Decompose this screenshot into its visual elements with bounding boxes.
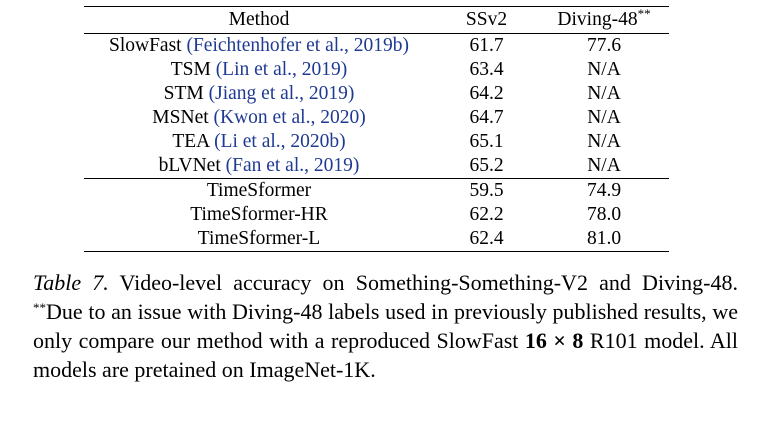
table-row: TimeSformer-L 62.4 81.0 [84,227,669,252]
diving-cell: N/A [587,83,621,104]
method-cell: MSNet (Kwon et al., 2020) [84,106,434,130]
ssv2-cell: 65.1 [469,131,504,152]
method-name: TEA [172,131,210,152]
diving-cell: 77.6 [586,35,622,56]
table-row: TimeSformer-HR 62.2 78.0 [84,203,669,227]
method-cell: TimeSformer-L [84,227,434,252]
table-row: TSM (Lin et al., 2019) 63.4 N/A [84,58,669,82]
diving-cell: 78.0 [586,204,622,225]
table-row: bLVNet (Fan et al., 2019) 65.2 N/A [84,154,669,179]
table-caption: Table 7. Video-level accuracy on Somethi… [33,268,738,384]
method-cell: TimeSformer [206,180,312,201]
method-cell: bLVNet (Fan et al., 2019) [84,154,434,179]
method-name: MSNet [152,107,209,128]
table-row: MSNet (Kwon et al., 2020) 64.7 N/A [84,106,669,130]
method-cell: SlowFast (Feichtenhofer et al., 2019b) [84,34,434,59]
caption-label: Table 7. [33,270,109,295]
header-diving: Diving-48** [539,6,669,34]
ssv2-cell: 64.2 [469,83,504,104]
diving-cell: N/A [587,59,621,80]
citation-link[interactable]: (Kwon et al., 2020) [213,107,366,128]
ssv2-cell-best: 65.2 [434,154,539,179]
citation-link[interactable]: (Li et al., 2020b) [214,131,346,152]
ssv2-cell: 64.7 [469,107,504,128]
method-name: TSM [170,59,211,80]
header-diving-label: Diving-48 [557,9,638,30]
table-header-row: Method SSv2 Diving-48** [84,6,669,34]
table-row: TimeSformer 59.5 74.9 [84,179,669,204]
caption-text-2: Due to an issue with Diving-48 labels us… [33,299,738,353]
ssv2-cell: 61.7 [469,35,504,56]
diving-cell: 74.9 [586,180,622,201]
ssv2-cell: 59.5 [469,180,504,201]
method-cell: STM (Jiang et al., 2019) [84,82,434,106]
results-table: Method SSv2 Diving-48** SlowFast (Feicht… [84,6,669,252]
method-cell: TSM (Lin et al., 2019) [84,58,434,82]
method-name: SlowFast [108,35,182,56]
caption-math: 16 × 8 [524,328,584,353]
method-cell: TEA (Li et al., 2020b) [84,130,434,154]
citation-link[interactable]: (Jiang et al., 2019) [208,83,355,104]
header-diving-marker: ** [637,6,651,21]
results-table-container: Method SSv2 Diving-48** SlowFast (Feicht… [84,6,669,252]
header-method: Method [84,6,434,34]
ssv2-cell: 62.2 [469,204,504,225]
citation-link[interactable]: (Fan et al., 2019) [225,155,360,176]
method-cell: TimeSformer-HR [190,204,328,225]
diving-cell-best: 81.0 [539,227,669,252]
ssv2-cell: 63.4 [469,59,504,80]
caption-text-3: R101 model. All models are pretained on … [33,328,738,382]
header-ssv2: SSv2 [434,6,539,34]
caption-marker: ** [33,300,46,315]
ssv2-cell: 62.4 [434,227,539,252]
method-name: STM [163,83,204,104]
diving-cell: N/A [539,154,669,179]
diving-cell: N/A [587,131,621,152]
table-row: SlowFast (Feichtenhofer et al., 2019b) 6… [84,34,669,59]
diving-cell: N/A [587,107,621,128]
citation-link[interactable]: (Lin et al., 2019) [215,59,348,80]
method-name: bLVNet [158,155,221,176]
table-row: TEA (Li et al., 2020b) 65.1 N/A [84,130,669,154]
table-row: STM (Jiang et al., 2019) 64.2 N/A [84,82,669,106]
caption-text-1: Video-level accuracy on Something-Someth… [108,270,738,295]
citation-link[interactable]: (Feichtenhofer et al., 2019b) [186,35,410,56]
